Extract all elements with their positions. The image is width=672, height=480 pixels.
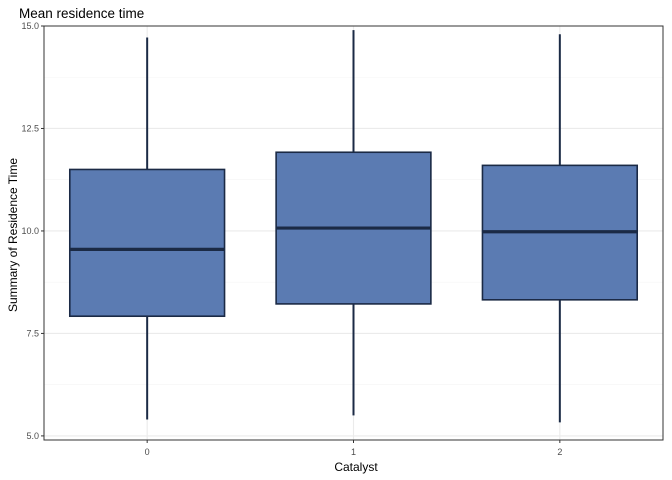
box-1 — [275, 30, 432, 416]
y-tick-label: 5.0 — [26, 431, 39, 441]
y-tick-label: 7.5 — [26, 328, 39, 338]
box-series — [68, 30, 639, 423]
x-tick-label: 2 — [557, 447, 562, 457]
chart-title: Mean residence time — [19, 6, 144, 21]
axis-ticks: 5.0 7.5 10.0 12.5 15.0 0 1 2 — [21, 21, 562, 457]
y-tick-label: 15.0 — [21, 21, 39, 31]
y-tick-label: 10.0 — [21, 226, 39, 236]
y-tick-label: 12.5 — [21, 123, 39, 133]
y-axis-title: Summary of Residence Time — [6, 158, 20, 312]
iqr-box — [68, 168, 226, 318]
x-tick-label: 0 — [145, 447, 150, 457]
box-2 — [481, 34, 639, 423]
x-axis-title: Catalyst — [334, 460, 378, 474]
box-0 — [68, 37, 226, 420]
x-tick-label: 1 — [351, 447, 356, 457]
